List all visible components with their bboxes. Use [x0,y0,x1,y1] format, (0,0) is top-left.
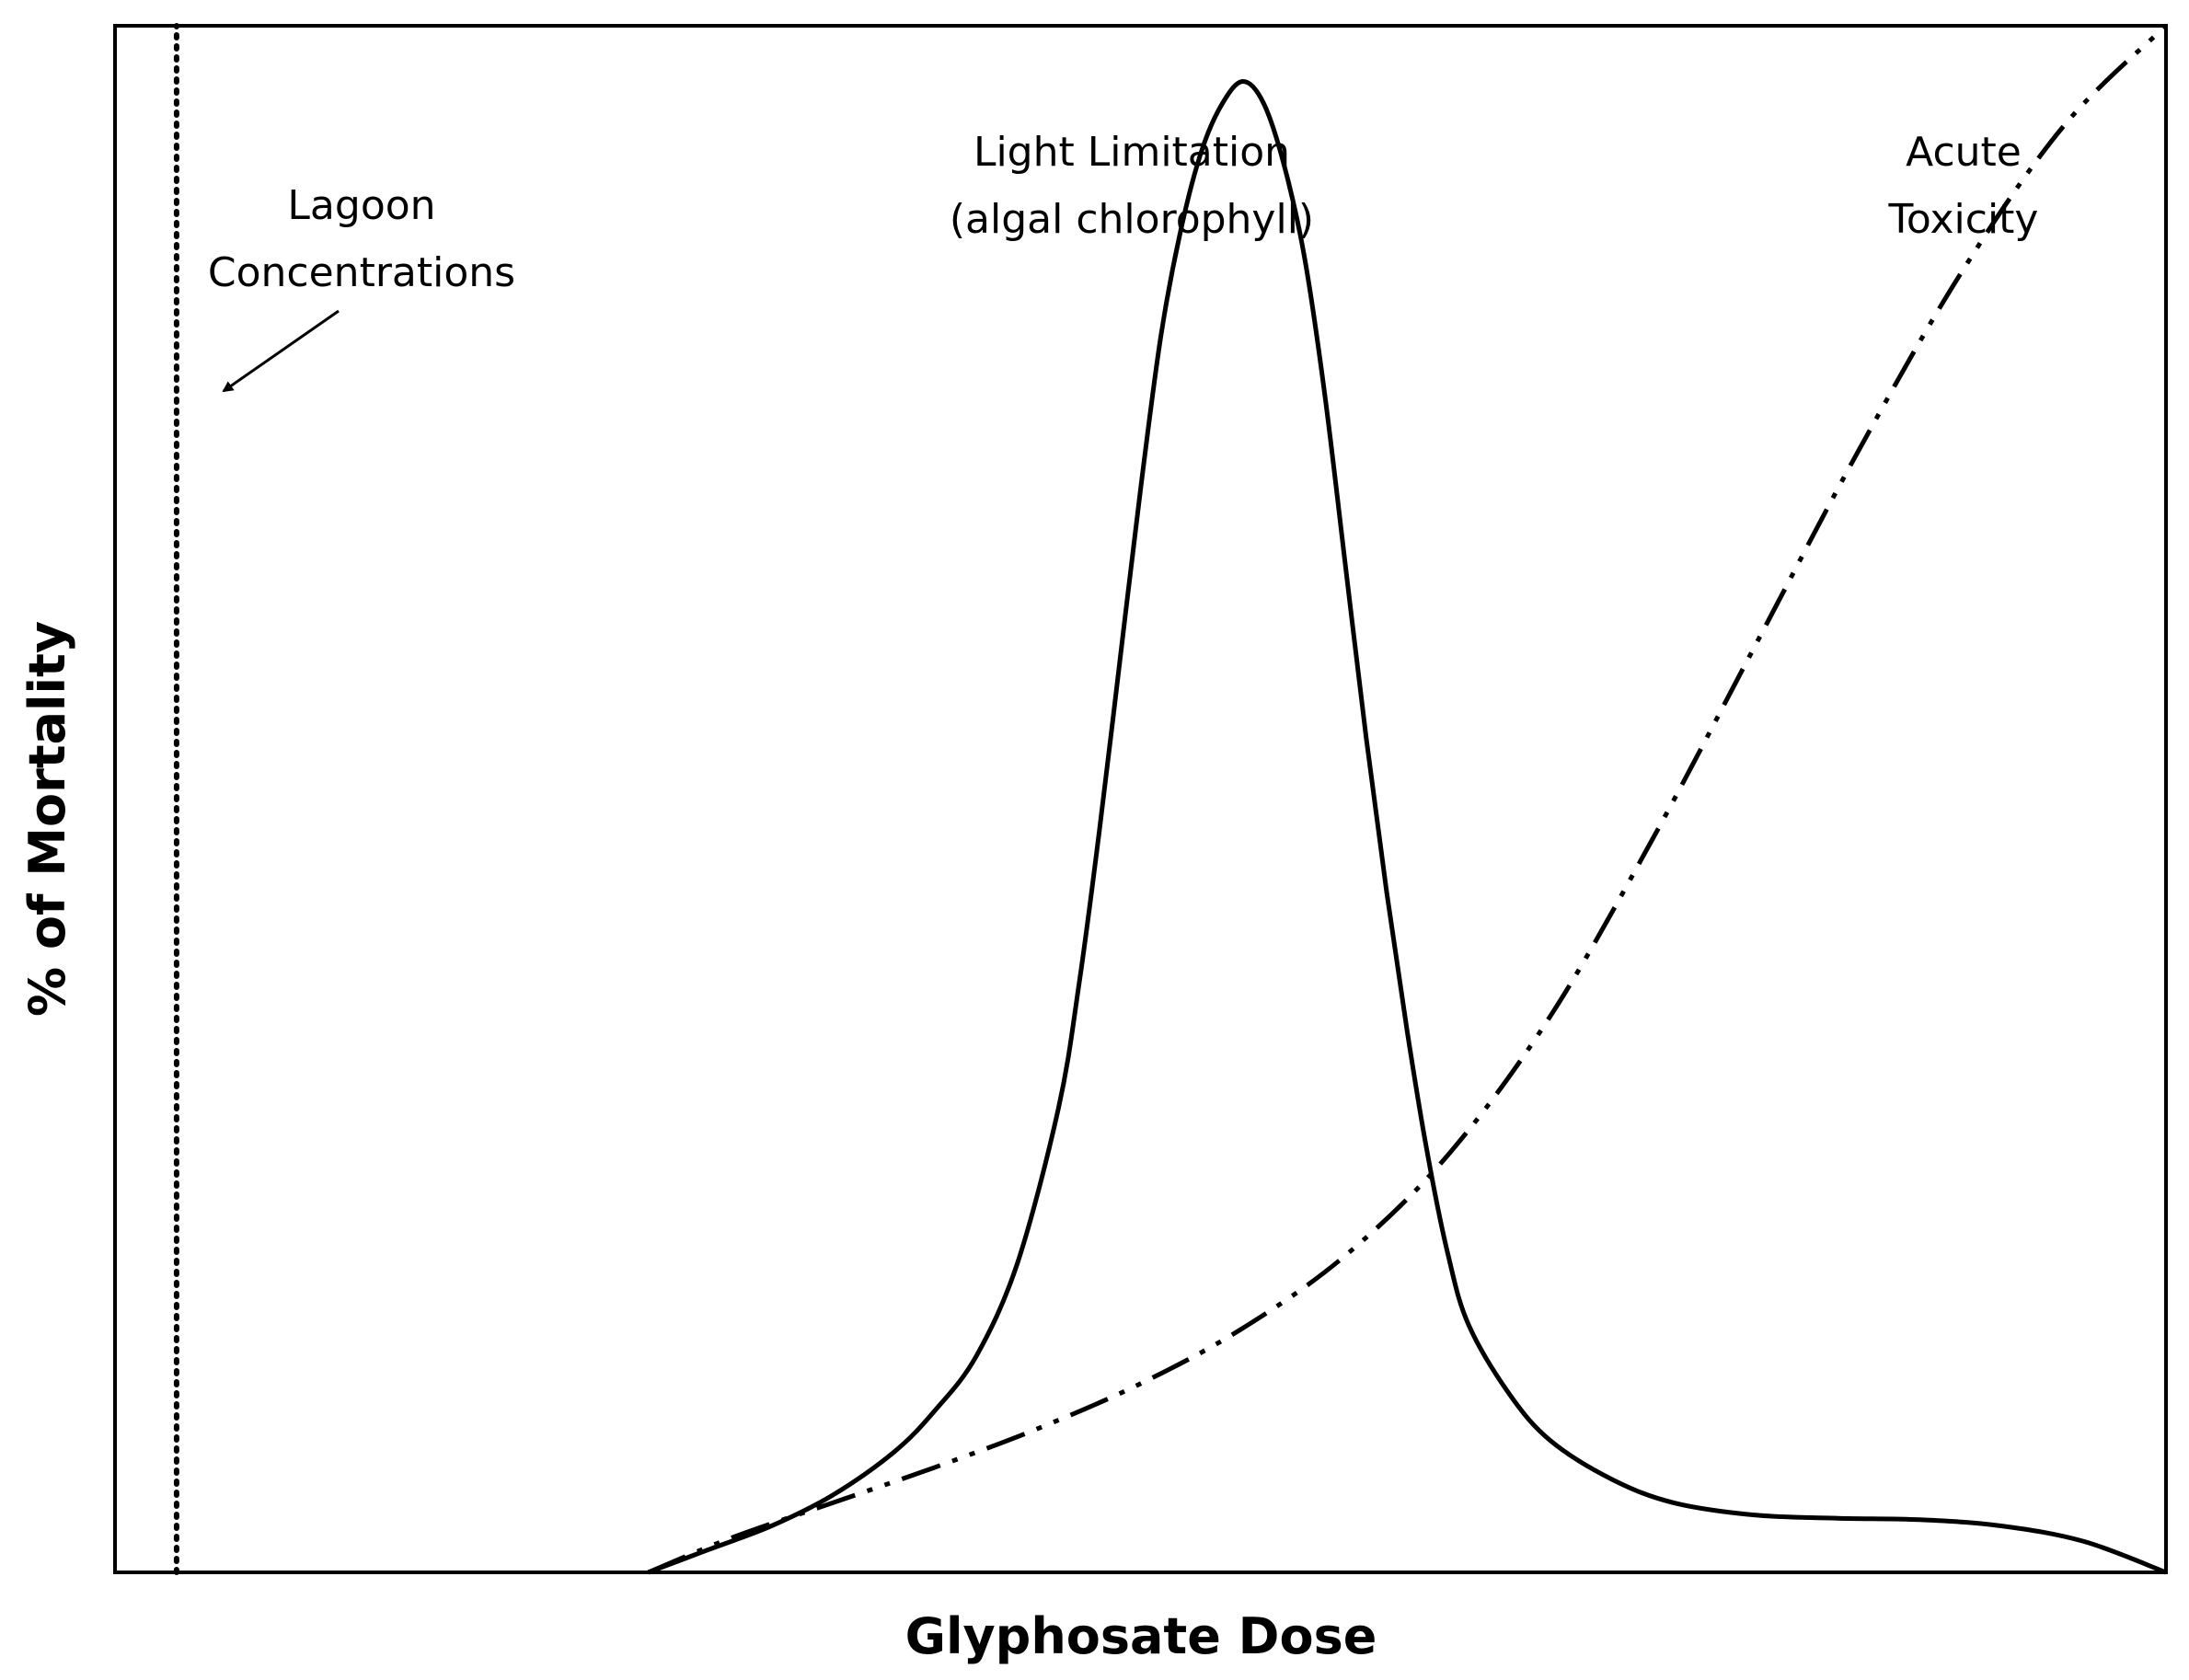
plot-frame [113,24,2168,1574]
annotation-acute-toxicity-line1: Acute [1906,129,2022,176]
annotation-lagoon-line2: Concentrations [208,249,515,296]
annotation-acute-toxicity-line2: Toxicity [1888,196,2039,243]
y-axis-title: % of Mortality [18,621,76,1017]
annotation-light-limitation-line1: Light Limitation [974,129,1290,176]
x-axis-title: Glyphosate Dose [905,1607,1377,1665]
annotation-lagoon-line1: Lagoon [287,182,435,229]
series-layer [173,23,2168,1575]
annotation-lagoon-arrow [222,309,340,393]
light-limitation-curve [647,78,2167,1575]
annotation-light-limitation-line2: (algal chlorophyll) [950,196,1314,243]
acute-toxicity-curve [647,24,2168,1575]
